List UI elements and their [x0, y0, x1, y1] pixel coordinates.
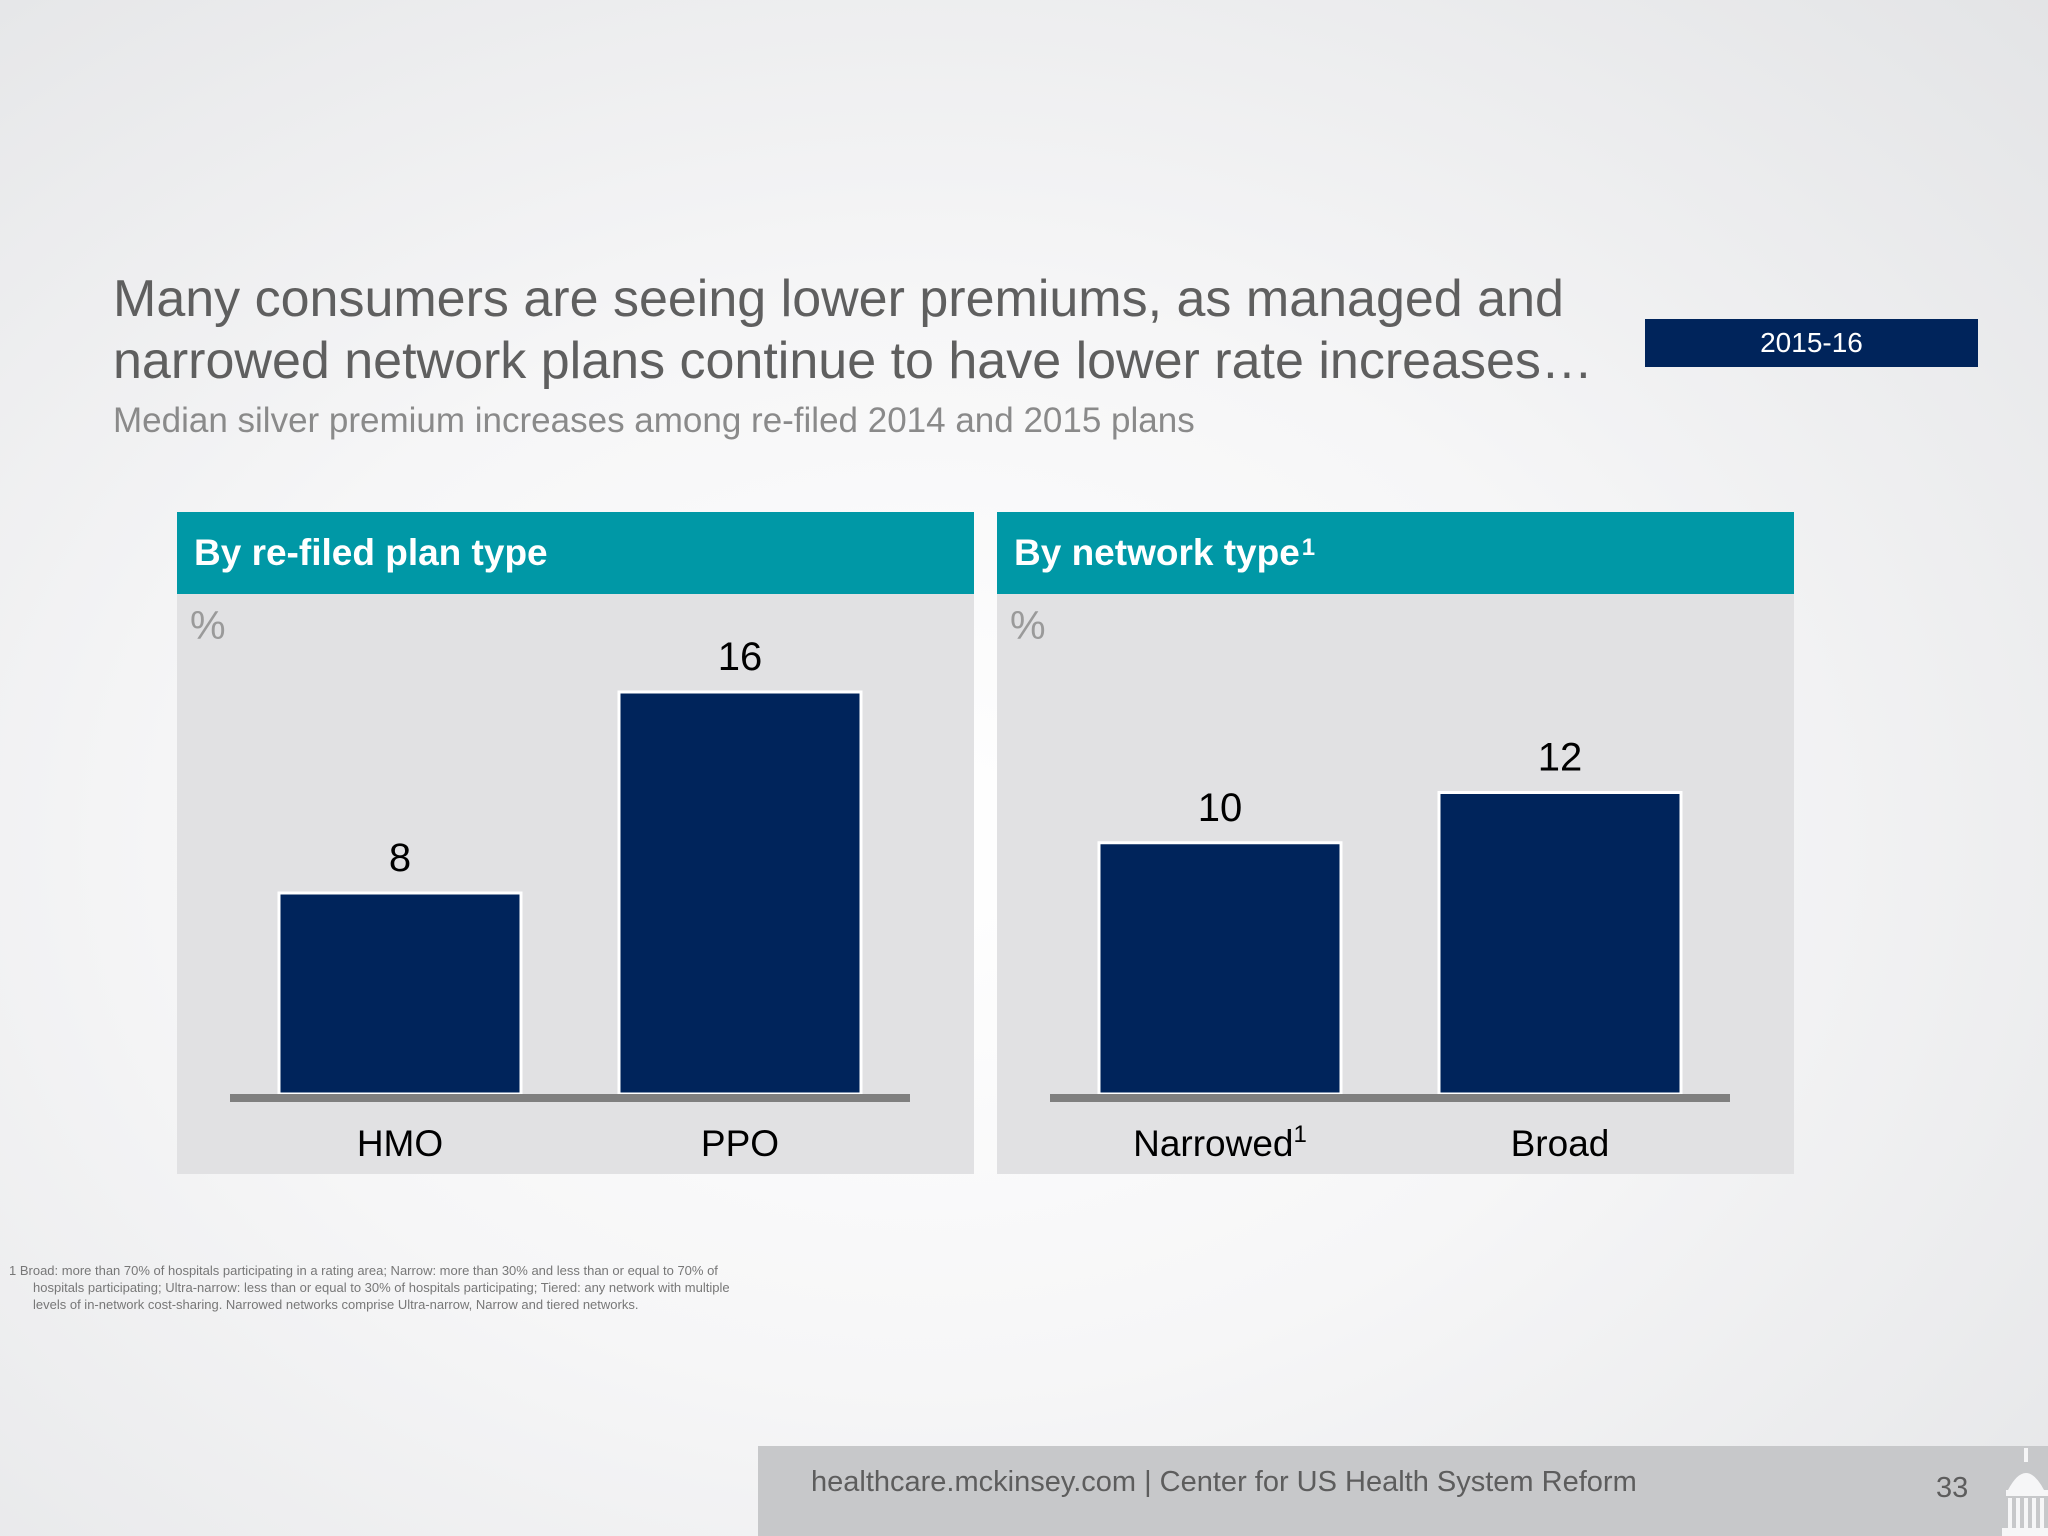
panel-title: By network type [1014, 532, 1300, 573]
bar-chart: 10 Narrowed1 12 Broad [1050, 736, 1730, 1164]
page-title: Many consumers are seeing lower premiums… [113, 270, 1593, 390]
bar [617, 690, 863, 1096]
capitol-building-icon [2002, 1448, 2048, 1536]
category-label: Narrowed1 [1133, 1121, 1307, 1164]
chart-panel-network-type: By network type 1 % 10 Narrowed1 12 Broad [997, 512, 1794, 1174]
bar [1097, 841, 1343, 1096]
bar [277, 891, 523, 1096]
year-badge: 2015-16 [1645, 319, 1978, 367]
category-label: HMO [357, 1123, 443, 1164]
unit-label: % [190, 604, 226, 648]
bar-chart: 8 HMO 16 PPO [230, 635, 910, 1164]
footer-bar: healthcare.mckinsey.com | Center for US … [758, 1446, 2048, 1536]
data-label: 10 [1198, 786, 1243, 830]
unit-label: % [1010, 604, 1046, 648]
panel-header: By network type 1 [997, 512, 1794, 594]
data-label: 12 [1538, 736, 1583, 780]
panel-header: By re-filed plan type [177, 512, 974, 594]
data-label: 16 [718, 635, 763, 679]
category-label: Broad [1511, 1123, 1610, 1164]
page-subtitle: Median silver premium increases among re… [113, 401, 1195, 440]
bar [1437, 791, 1683, 1096]
x-axis-baseline [230, 1094, 910, 1102]
footer-text: healthcare.mckinsey.com | Center for US … [811, 1466, 1637, 1498]
category-label: PPO [701, 1123, 779, 1164]
panel-title-superscript: 1 [1301, 534, 1316, 561]
page-number: 33 [1936, 1472, 1969, 1504]
data-label: 8 [389, 836, 411, 880]
footnote: 1 Broad: more than 70% of hospitals part… [9, 1263, 730, 1312]
chart-panel-plan-type: By re-filed plan type % 8 HMO 16 PPO [177, 512, 974, 1174]
panel-title: By re-filed plan type [194, 532, 548, 573]
x-axis-baseline [1050, 1094, 1730, 1102]
